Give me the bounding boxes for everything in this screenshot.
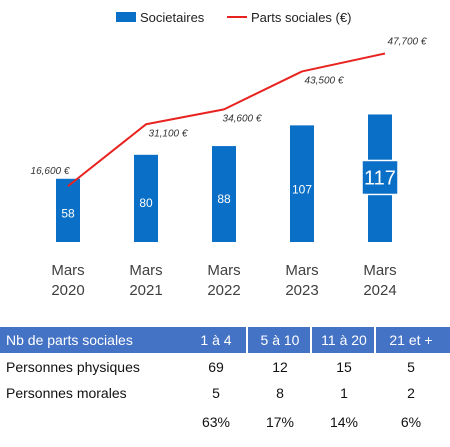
table-header-divider	[246, 327, 248, 353]
bar-societaires	[134, 154, 158, 242]
table-header-cell: 5 à 10	[260, 332, 300, 348]
table-row-percent: 63% 17% 14% 6%	[0, 409, 450, 435]
table-row: Personnes morales 5 8 1 2	[0, 380, 450, 406]
line-value-label: 16,600 €	[31, 166, 70, 177]
table-header-row: Nb de parts sociales 1 à 4 5 à 10 11 à 2…	[0, 327, 450, 353]
legend-label-parts: Parts sociales (€)	[251, 10, 351, 25]
legend-label-societaires: Societaires	[140, 10, 205, 25]
line-parts-sociales	[67, 52, 386, 187]
table-cell: 6%	[400, 414, 422, 430]
table-cell: 12	[272, 359, 288, 375]
bar-value-label: 107	[292, 183, 312, 197]
bar-societaires	[212, 146, 236, 242]
table-cell	[6, 409, 186, 435]
legend-swatch-societaires	[116, 12, 136, 22]
table-header-cell: 21 et +	[389, 332, 433, 348]
table-cell: 17%	[265, 414, 295, 430]
bar-value-box	[361, 159, 399, 196]
table-cell: Personnes morales	[6, 385, 127, 401]
line-value-label: 47,700 €	[388, 37, 427, 48]
table-header-cell: 1 à 4	[200, 332, 232, 348]
table-cell: 8	[276, 385, 284, 401]
table-cell: 5	[212, 385, 220, 401]
bar-value-label: 117	[364, 167, 396, 189]
table-cell: Personnes physiques	[6, 359, 140, 375]
table-cell: 63%	[201, 414, 231, 430]
x-axis-labels: Mars 2020 Mars 2021 Mars 2022 Mars 2023 Mars 2024	[51, 262, 396, 299]
bar-societaires	[290, 125, 314, 242]
bars-layer: 58 80 88 107 117	[56, 114, 399, 242]
table-cell: 15	[336, 359, 352, 375]
table-header-cell: 11 à 20	[321, 332, 367, 348]
legend: Societaires Parts sociales (€)	[116, 10, 351, 25]
bar-value-label: 88	[217, 192, 231, 206]
line-value-label: 34,600 €	[223, 113, 262, 124]
table-header-divider	[310, 327, 312, 353]
table-cell: 14%	[329, 414, 359, 430]
table-header-cell: Nb de parts sociales	[6, 332, 133, 348]
combo-chart: Societaires Parts sociales (€) 58 80 88 107…	[31, 10, 427, 299]
bar-societaires	[56, 178, 80, 242]
table-cell: 5	[407, 359, 415, 375]
bar-value-label: 80	[139, 196, 153, 210]
table-header-divider	[374, 327, 376, 353]
table-cell: 1	[340, 385, 348, 401]
x-tick-label: Mars 2023	[285, 262, 318, 299]
x-tick-label: Mars 2020	[51, 262, 84, 299]
x-tick-label: Mars 2024	[363, 262, 396, 299]
bar-value-label: 58	[61, 207, 75, 221]
table-cell: 69	[208, 359, 224, 375]
table-row: Personnes physiques 69 12 15 5	[0, 354, 450, 380]
line-value-label: 31,100 €	[149, 128, 188, 139]
table-cell: 2	[407, 385, 415, 401]
x-tick-label: Mars 2021	[129, 262, 162, 299]
line-layer: 16,600 € 31,100 € 34,600 € 43,500 € 47,700 €	[31, 37, 427, 187]
x-tick-label: Mars 2022	[207, 262, 240, 299]
line-value-label: 43,500 €	[305, 75, 344, 86]
